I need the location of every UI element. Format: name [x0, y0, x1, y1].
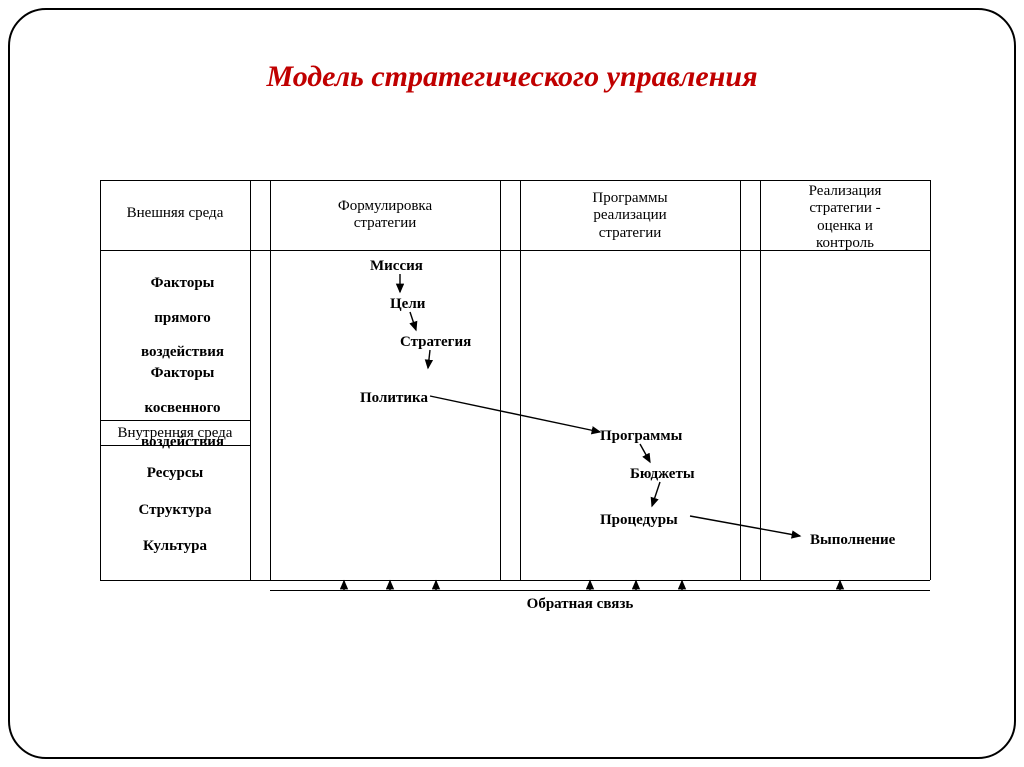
slide-title: Модель стратегического управления	[0, 60, 1024, 94]
node-policy: Политика	[360, 390, 428, 407]
line	[250, 180, 251, 580]
node-goals: Цели	[390, 296, 425, 313]
culture: Культура	[100, 538, 250, 555]
internal-env: Внутренняя среда	[100, 425, 250, 442]
feedback-label: Обратная связь	[480, 596, 680, 613]
col4-header: Реализация стратегии - оценка и контроль	[760, 183, 930, 252]
resources: Ресурсы	[100, 465, 250, 482]
line	[100, 580, 930, 581]
line	[270, 180, 271, 580]
txt: Факторы	[151, 275, 215, 291]
line	[100, 180, 930, 181]
col1-header: Внешняя среда	[100, 205, 250, 222]
line	[500, 180, 501, 580]
node-programs: Программы	[600, 428, 682, 445]
node-mission: Миссия	[370, 258, 423, 275]
structure: Структура	[100, 502, 250, 519]
line	[930, 180, 931, 580]
node-strategy: Стратегия	[400, 334, 471, 351]
strategic-model-diagram: Внешняя среда Формулировка стратегии Про…	[100, 180, 930, 620]
left-block2: Факторы косвенного воздействия	[100, 348, 250, 469]
txt: прямого	[154, 310, 211, 326]
line	[740, 180, 741, 580]
feedback-line	[270, 590, 930, 591]
txt: Факторы	[151, 365, 215, 381]
node-budgets: Бюджеты	[630, 466, 695, 483]
col3-header: Программы реализации стратегии	[520, 190, 740, 242]
txt: косвенного	[144, 400, 220, 416]
node-execution: Выполнение	[810, 532, 895, 549]
col2-header: Формулировка стратегии	[270, 198, 500, 233]
node-procedures: Процедуры	[600, 512, 678, 529]
